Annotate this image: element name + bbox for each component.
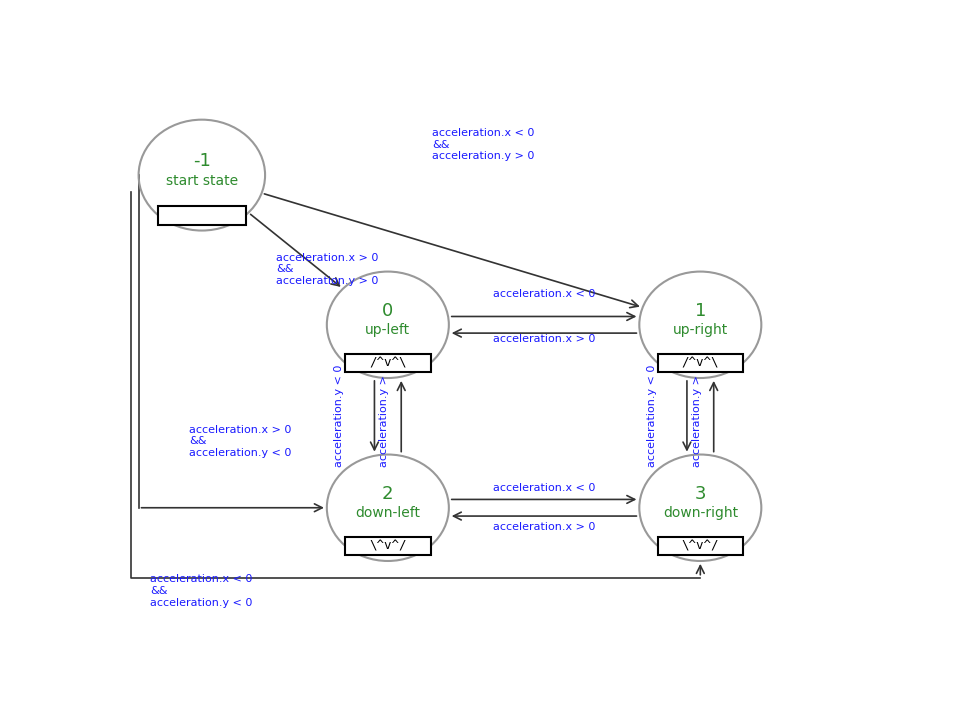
Text: acceleration.y > 0: acceleration.y > 0: [379, 365, 389, 467]
Text: acceleration.x < 0: acceleration.x < 0: [492, 483, 595, 493]
Text: acceleration.x < 0
&&
acceleration.y < 0: acceleration.x < 0 && acceleration.y < 0: [150, 575, 252, 608]
Text: \^v^/: \^v^/: [682, 539, 719, 553]
Text: 3: 3: [695, 485, 706, 503]
Text: acceleration.x > 0
&&
acceleration.y > 0: acceleration.x > 0 && acceleration.y > 0: [276, 253, 378, 286]
Text: /^v^\: /^v^\: [369, 356, 407, 369]
Text: down-left: down-left: [355, 506, 420, 521]
FancyBboxPatch shape: [346, 537, 430, 555]
Text: 2: 2: [382, 485, 394, 503]
Text: acceleration.y < 0: acceleration.y < 0: [334, 365, 345, 467]
Text: 0: 0: [382, 302, 394, 320]
Text: acceleration.y < 0: acceleration.y < 0: [647, 365, 657, 467]
Text: /^v^\: /^v^\: [682, 356, 719, 369]
Text: acceleration.x < 0: acceleration.x < 0: [492, 289, 595, 300]
Text: 1: 1: [695, 302, 706, 320]
FancyBboxPatch shape: [346, 354, 430, 372]
Text: -1: -1: [193, 152, 211, 170]
Text: acceleration.x > 0
&&
acceleration.y < 0: acceleration.x > 0 && acceleration.y < 0: [189, 425, 292, 458]
Text: acceleration.x > 0: acceleration.x > 0: [492, 522, 595, 532]
FancyBboxPatch shape: [157, 206, 246, 225]
FancyBboxPatch shape: [658, 537, 743, 555]
Text: acceleration.x > 0: acceleration.x > 0: [492, 333, 595, 343]
Text: up-left: up-left: [365, 323, 411, 338]
FancyBboxPatch shape: [658, 354, 743, 372]
Text: start state: start state: [166, 174, 238, 188]
Text: acceleration.x < 0
&&
acceleration.y > 0: acceleration.x < 0 && acceleration.y > 0: [432, 128, 535, 161]
Text: up-right: up-right: [673, 323, 728, 338]
Text: \^v^/: \^v^/: [369, 539, 407, 553]
Text: down-right: down-right: [662, 506, 738, 521]
Text: acceleration.y > 0: acceleration.y > 0: [691, 365, 702, 467]
